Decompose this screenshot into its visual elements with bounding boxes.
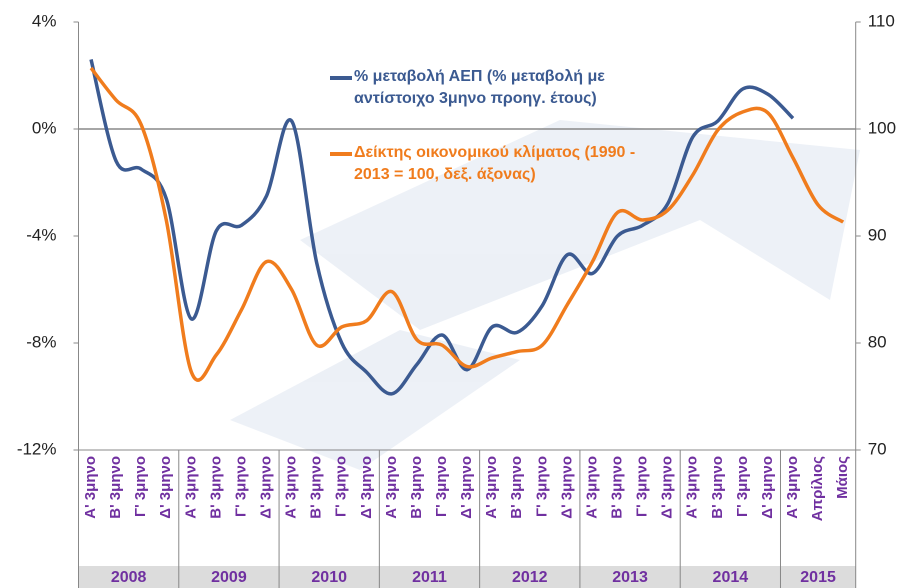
y-tick-label: -4%: [26, 225, 56, 244]
x-tick-label: Γ' 3μηνο: [533, 456, 550, 517]
y-tick-label: 0%: [32, 118, 57, 137]
x-tick-label: Δ' 3μηνο: [759, 456, 776, 519]
x-tick-label: Α' 3μηνο: [483, 456, 500, 519]
y2-tick-label: 110: [868, 11, 895, 30]
series-line: [89, 59, 795, 396]
year-label: 2014: [713, 569, 749, 586]
x-tick-label: Β' 3μηνο: [608, 456, 625, 519]
x-tick-label: Β' 3μηνο: [308, 456, 325, 519]
x-tick-label: Γ' 3μηνο: [132, 456, 149, 517]
x-tick-label: Δ' 3μηνο: [659, 456, 676, 519]
x-tick-label: Α' 3μηνο: [182, 456, 199, 519]
x-tick-label: Γ' 3μηνο: [433, 456, 450, 517]
x-tick-label: Δ' 3μηνο: [558, 456, 575, 519]
series-line: [89, 66, 845, 382]
y2-tick-label: 90: [868, 225, 887, 244]
x-tick-label: Μάιος: [834, 456, 851, 499]
x-tick-label: Δ' 3μηνο: [258, 456, 275, 519]
x-tick-label: Β' 3μηνο: [709, 456, 726, 519]
x-tick-label: Γ' 3μηνο: [634, 456, 651, 517]
y-tick-label: -12%: [17, 439, 57, 458]
year-label: 2012: [512, 569, 548, 586]
legend-item: % μεταβολή ΑΕΠ (% μεταβολή με αντίστοιχο…: [330, 66, 670, 110]
y2-tick-label: 70: [868, 439, 887, 458]
x-tick-label: Α' 3μηνο: [583, 456, 600, 519]
watermark: [230, 120, 860, 470]
y2-tick-label: 100: [868, 118, 896, 137]
x-tick-label: Γ' 3μηνο: [734, 456, 751, 517]
x-tick-label: Γ' 3μηνο: [333, 456, 350, 517]
x-tick-label: Α' 3μηνο: [383, 456, 400, 519]
x-tick-label: Β' 3μηνο: [107, 456, 124, 519]
legend-item: Δείκτης οικονομικού κλίματος (1990 - 201…: [330, 142, 670, 186]
year-label: 2015: [800, 569, 836, 586]
y-tick-label: -8%: [26, 332, 56, 351]
x-tick-label: Β' 3μηνο: [207, 456, 224, 519]
watermark-arrow: [230, 330, 520, 470]
year-label: 2013: [612, 569, 648, 586]
year-label: 2011: [412, 569, 447, 586]
legend-swatch: [330, 152, 352, 156]
year-label: 2008: [111, 569, 147, 586]
x-tick-label: Β' 3μηνο: [408, 456, 425, 519]
x-tick-label: Α' 3μηνο: [684, 456, 701, 519]
year-band: [78, 566, 856, 588]
x-tick-label: Δ' 3μηνο: [358, 456, 375, 519]
legend-swatch: [330, 76, 352, 80]
x-tick-label: Α' 3μηνο: [784, 456, 801, 519]
watermark-arrow: [300, 120, 860, 330]
x-tick-label: Β' 3μηνο: [508, 456, 525, 519]
year-label: 2010: [311, 569, 347, 586]
x-tick-label: Α' 3μηνο: [82, 456, 99, 519]
legend-label: Δείκτης οικονομικού κλίματος (1990 - 201…: [354, 144, 636, 183]
x-tick-label: Απρίλιος: [809, 456, 826, 521]
x-tick-label: Δ' 3μηνο: [157, 456, 174, 519]
year-label: 2009: [211, 569, 247, 586]
y2-tick-label: 80: [868, 332, 887, 351]
legend-label: % μεταβολή ΑΕΠ (% μεταβολή με αντίστοιχο…: [354, 68, 605, 107]
x-tick-label: Α' 3μηνο: [283, 456, 300, 519]
x-tick-label: Γ' 3μηνο: [232, 456, 249, 517]
y-tick-label: 4%: [32, 11, 57, 30]
x-tick-label: Δ' 3μηνο: [458, 456, 475, 519]
